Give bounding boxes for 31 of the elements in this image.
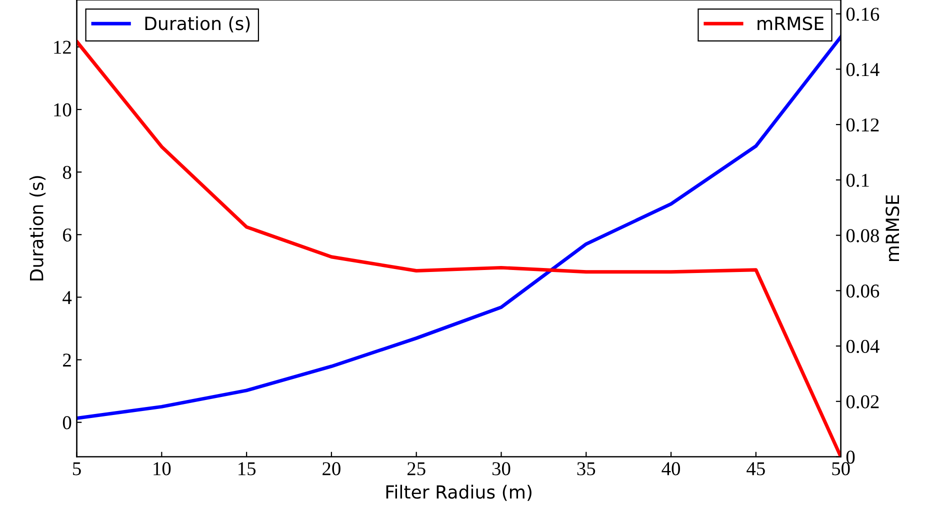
y2-tick-label: 0.08 [846,229,879,242]
x-tick-label: 50 [832,462,850,476]
y2-tick-label: 0.16 [846,8,880,21]
y2-tick-label: 0.12 [846,118,879,132]
x-tick-label: 25 [407,462,426,476]
legend-label: Duration (s) [145,16,250,32]
y-axis-title: Duration (s) [29,176,46,280]
x-axis-title: Filter Radius (m) [386,484,532,501]
y2-tick-label: 0 [846,450,855,464]
y-tick-label: 10 [54,103,72,116]
x-tick-label: 35 [577,462,596,476]
y2-tick-label: 0.1 [846,174,869,187]
x-tick-label: 40 [662,462,680,476]
y-tick-label: 6 [63,228,72,242]
legend-label: mRMSE [758,16,824,30]
x-tick-label: 20 [322,462,340,476]
y2-tick-label: 0.14 [846,63,880,76]
y-tick-label: 0 [62,416,72,430]
y-tick-label: 2 [63,354,71,367]
x-tick-label: 5 [73,462,81,476]
y2-tick-label: 0.04 [846,340,880,354]
x-tick-label: 30 [492,462,510,476]
x-tick-label: 45 [746,462,765,476]
y2-tick-label: 0.06 [846,284,880,298]
x-tick-label: 10 [154,462,171,476]
y-tick-label: 12 [54,40,71,54]
y-tick-label: 4 [62,291,72,304]
y2-tick-label: 0.02 [846,395,879,408]
y2-axis-title: mRMSE [886,195,900,262]
x-tick-label: 15 [238,462,256,476]
y-tick-label: 8 [62,166,72,179]
